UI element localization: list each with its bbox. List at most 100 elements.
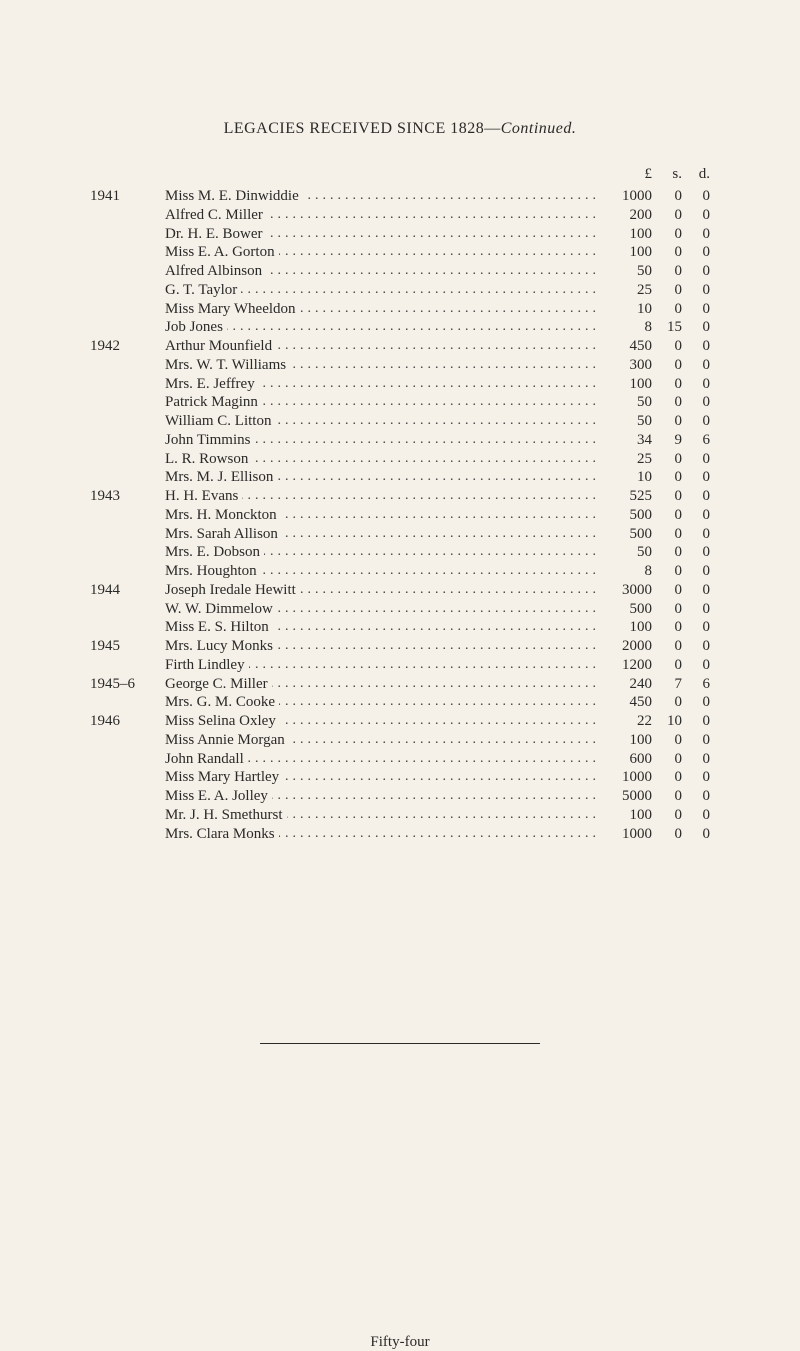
pence-cell: 0 [682, 581, 710, 600]
name-cell: ........................................… [165, 675, 597, 694]
pounds-cell: 34 [597, 431, 652, 450]
year-cell: 1945–6 [90, 675, 165, 694]
shillings-cell: 0 [652, 525, 682, 544]
pence-cell: 0 [682, 562, 710, 581]
legatee-name: Mrs. G. M. Cooke [165, 694, 279, 710]
legacy-row: ........................................… [90, 375, 710, 394]
column-headers: £ s. d. [90, 166, 710, 183]
legacy-row: ........................................… [90, 618, 710, 637]
pounds-cell: 300 [597, 356, 652, 375]
pence-cell: 0 [682, 750, 710, 769]
shillings-cell: 15 [652, 318, 682, 337]
name-cell: ........................................… [165, 243, 597, 262]
shillings-cell: 0 [652, 450, 682, 469]
name-cell: ........................................… [165, 487, 597, 506]
legacy-row: ........................................… [90, 412, 710, 431]
name-cell: ........................................… [165, 581, 597, 600]
legacy-row: ........................................… [90, 806, 710, 825]
legacy-row: 1945–6 .................................… [90, 675, 710, 694]
pounds-cell: 50 [597, 393, 652, 412]
shillings-cell: 0 [652, 393, 682, 412]
legacy-row: ........................................… [90, 393, 710, 412]
header-text-italic: Continued. [501, 120, 577, 137]
pounds-cell: 100 [597, 731, 652, 750]
name-cell: ........................................… [165, 393, 597, 412]
shillings-cell: 0 [652, 562, 682, 581]
legatee-name: Miss E. A. Jolley [165, 788, 272, 804]
pounds-cell: 200 [597, 206, 652, 225]
legatee-name: Miss Annie Morgan [165, 732, 289, 748]
shillings-cell: 0 [652, 825, 682, 844]
shillings-cell: 0 [652, 581, 682, 600]
pounds-cell: 240 [597, 675, 652, 694]
pounds-cell: 50 [597, 262, 652, 281]
shillings-cell: 0 [652, 806, 682, 825]
pounds-cell: 8 [597, 562, 652, 581]
shillings-cell: 0 [652, 337, 682, 356]
legacy-row: ........................................… [90, 300, 710, 319]
pounds-cell: 8 [597, 318, 652, 337]
name-cell: ........................................… [165, 562, 597, 581]
shillings-cell: 0 [652, 468, 682, 487]
pounds-cell: 500 [597, 506, 652, 525]
pence-cell: 0 [682, 693, 710, 712]
shillings-cell: 0 [652, 187, 682, 206]
pence-cell: 0 [682, 187, 710, 206]
pence-cell: 6 [682, 431, 710, 450]
name-cell: ........................................… [165, 768, 597, 787]
pounds-cell: 100 [597, 225, 652, 244]
name-cell: ........................................… [165, 693, 597, 712]
legatee-name: Mrs. Clara Monks [165, 826, 279, 842]
pounds-cell: 25 [597, 281, 652, 300]
shillings-cell: 0 [652, 618, 682, 637]
pence-cell: 0 [682, 731, 710, 750]
pounds-cell: 100 [597, 243, 652, 262]
shillings-cell: 9 [652, 431, 682, 450]
shillings-cell: 0 [652, 243, 682, 262]
pence-cell: 0 [682, 243, 710, 262]
legacy-row: ........................................… [90, 787, 710, 806]
pence-cell: 0 [682, 281, 710, 300]
name-cell: ........................................… [165, 450, 597, 469]
pence-cell: 0 [682, 487, 710, 506]
legacy-row: 1945 ...................................… [90, 637, 710, 656]
year-cell: 1946 [90, 712, 165, 731]
shillings-cell: 0 [652, 731, 682, 750]
pence-cell: 0 [682, 712, 710, 731]
legatee-name: John Randall [165, 751, 248, 767]
col-header-pounds: £ [597, 166, 652, 183]
legacy-row: ........................................… [90, 356, 710, 375]
year-cell: 1945 [90, 637, 165, 656]
pence-cell: 0 [682, 412, 710, 431]
shillings-cell: 0 [652, 768, 682, 787]
legatee-name: Mrs. E. Jeffrey [165, 376, 259, 392]
legacy-row: ........................................… [90, 450, 710, 469]
legatee-name: Alfred C. Miller [165, 207, 267, 223]
name-cell: ........................................… [165, 600, 597, 619]
shillings-cell: 0 [652, 787, 682, 806]
name-cell: ........................................… [165, 656, 597, 675]
name-cell: ........................................… [165, 187, 597, 206]
legatee-name: Alfred Albinson [165, 263, 266, 279]
name-cell: ........................................… [165, 412, 597, 431]
legacy-row: 1944 ...................................… [90, 581, 710, 600]
legatee-name: Mrs. Sarah Allison [165, 526, 282, 542]
pounds-cell: 450 [597, 693, 652, 712]
pounds-cell: 450 [597, 337, 652, 356]
name-cell: ........................................… [165, 637, 597, 656]
pounds-cell: 22 [597, 712, 652, 731]
pence-cell: 0 [682, 206, 710, 225]
name-cell: ........................................… [165, 318, 597, 337]
legatee-name: John Timmins [165, 432, 254, 448]
name-cell: ........................................… [165, 468, 597, 487]
shillings-cell: 0 [652, 487, 682, 506]
pounds-cell: 2000 [597, 637, 652, 656]
pence-cell: 0 [682, 318, 710, 337]
pounds-cell: 3000 [597, 581, 652, 600]
pence-cell: 0 [682, 806, 710, 825]
pounds-cell: 100 [597, 618, 652, 637]
shillings-cell: 0 [652, 412, 682, 431]
pence-cell: 0 [682, 525, 710, 544]
name-cell: ........................................… [165, 731, 597, 750]
pence-cell: 0 [682, 375, 710, 394]
